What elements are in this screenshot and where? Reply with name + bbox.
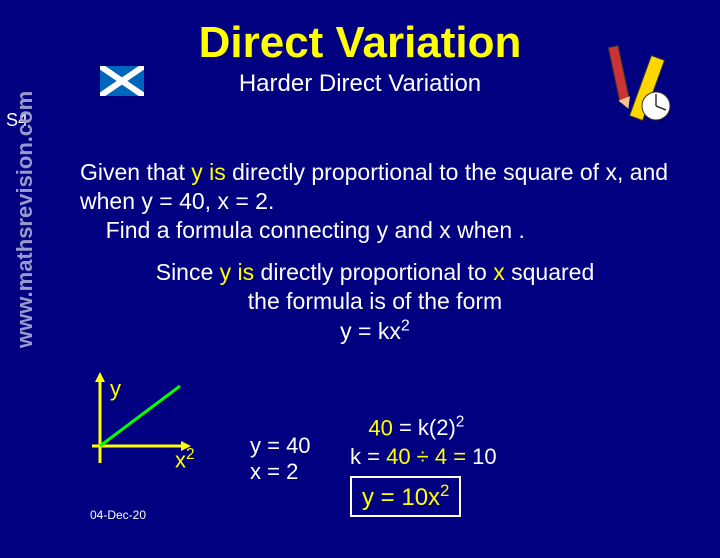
website-url: www.mathsrevision.com [12, 91, 38, 348]
explanation-text: Since y is directly proportional to x sq… [80, 258, 670, 346]
text-fragment: y is [220, 259, 255, 285]
text-fragment: the formula is of the form [248, 288, 502, 314]
text-fragment: Find a formula connecting y and x when . [106, 217, 525, 243]
text-fragment: Given that [80, 159, 191, 185]
question-text: Given that y is directly proportional to… [80, 158, 700, 244]
working-area: y = 40 x = 2 40 = k(2)2 k = 40 ÷ 4 = 10 … [80, 353, 690, 533]
text-fragment: squared [511, 259, 594, 285]
given-y: y = 40 [250, 433, 311, 459]
text-fragment: Since [156, 259, 220, 285]
date-label: 04-Dec-20 [90, 508, 146, 522]
final-answer-box: y = 10x2 [350, 476, 461, 517]
given-values: y = 40 x = 2 [250, 433, 311, 486]
stationery-icon [594, 38, 684, 128]
given-x: x = 2 [250, 459, 311, 485]
calculation-steps: 40 = k(2)2 k = 40 ÷ 4 = 10 y = 10x2 [350, 413, 497, 517]
flag-icon [100, 66, 144, 96]
text-fragment: directly proportional to [254, 259, 493, 285]
text-fragment: x [493, 259, 511, 285]
calc-line-1: 40 = k(2)2 [350, 413, 497, 443]
text-fragment: y is [191, 159, 226, 185]
formula-text: y = kx2 [340, 318, 410, 344]
calc-line-2: k = 40 ÷ 4 = 10 [350, 443, 497, 472]
content-area: Given that y is directly proportional to… [80, 158, 700, 346]
